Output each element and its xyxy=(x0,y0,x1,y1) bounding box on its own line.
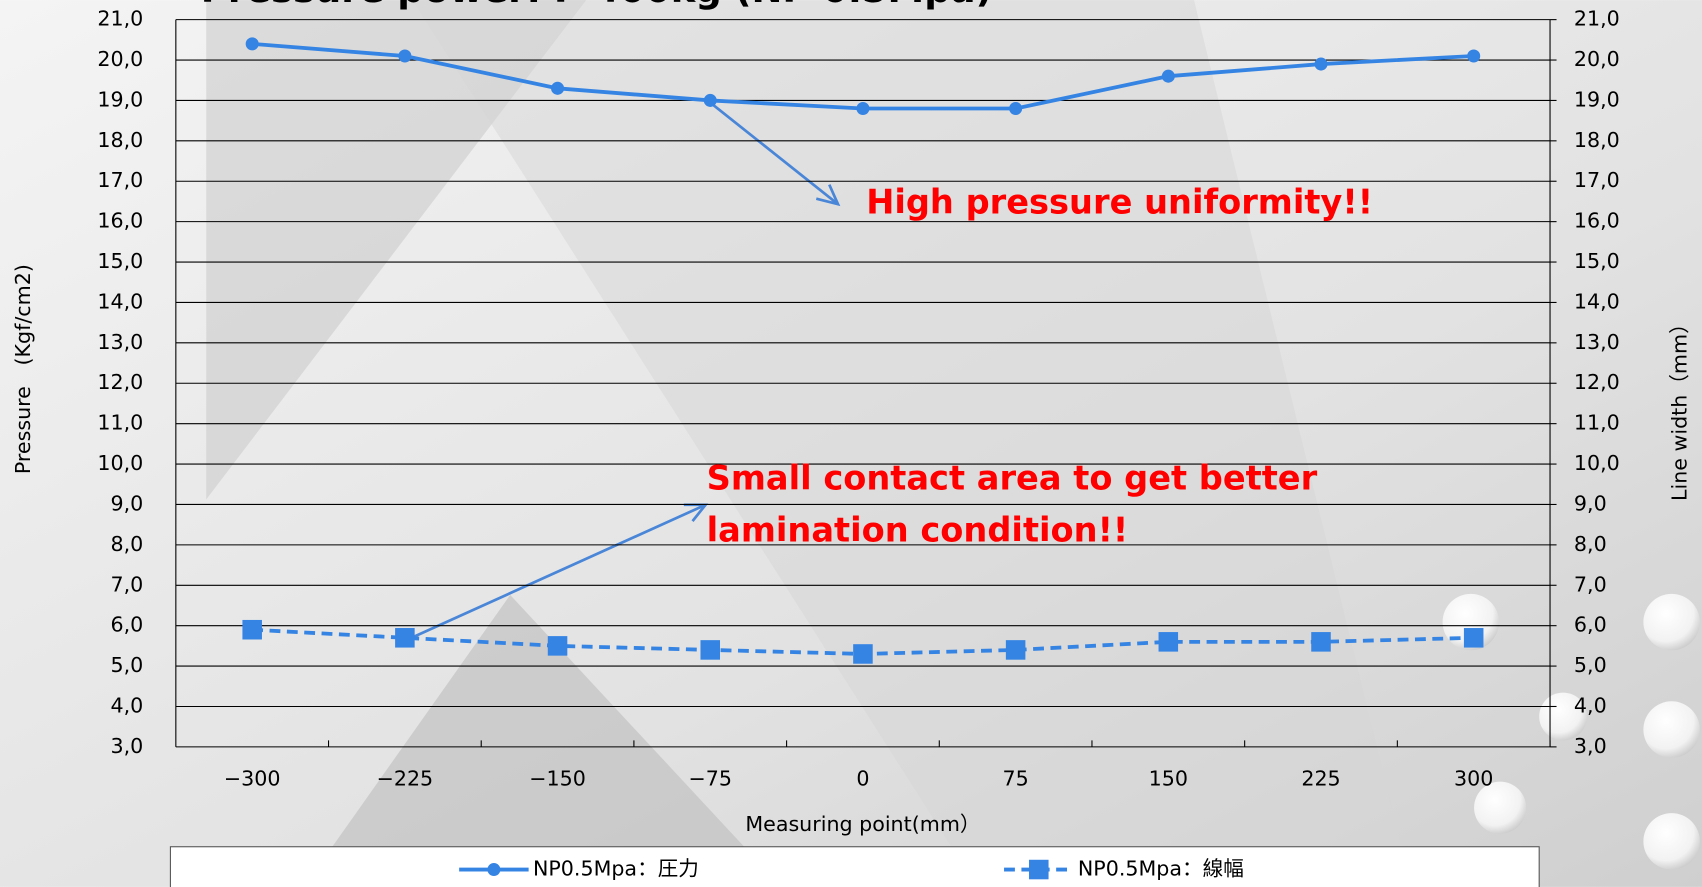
y-tick-label: 7,0 xyxy=(110,572,143,596)
y-tick-label: 15,0 xyxy=(97,249,143,273)
y-tick-label: 5,0 xyxy=(110,653,143,677)
decor-triangle xyxy=(206,0,587,500)
y-tick-label: 20,0 xyxy=(97,47,143,71)
x-tick-label: −225 xyxy=(377,766,434,790)
y-tick-label: 11,0 xyxy=(97,411,143,435)
point xyxy=(1005,640,1026,660)
y-tick-label: 21,0 xyxy=(97,7,143,31)
point xyxy=(1314,57,1328,71)
point xyxy=(1161,69,1175,83)
y2-tick-label: 12,0 xyxy=(1574,370,1620,394)
y2-tick-label: 9,0 xyxy=(1574,491,1607,515)
legend-marker xyxy=(487,863,501,877)
point xyxy=(245,37,259,51)
y2-tick-label: 19,0 xyxy=(1574,87,1620,111)
decor-ball xyxy=(1539,692,1587,741)
y2-tick-label: 10,0 xyxy=(1574,451,1620,475)
arrow xyxy=(409,503,707,640)
y-tick-label: 6,0 xyxy=(110,613,143,637)
point xyxy=(1463,628,1484,648)
point xyxy=(856,102,870,116)
x-tick-label: 75 xyxy=(1003,766,1029,790)
point xyxy=(395,628,415,648)
decor-triangle xyxy=(303,594,782,887)
y2-tick-label: 3,0 xyxy=(1574,734,1607,758)
y-tick-label: 10,0 xyxy=(97,451,143,475)
point xyxy=(1311,632,1331,652)
point xyxy=(242,619,262,640)
point xyxy=(703,93,717,107)
point xyxy=(700,640,721,660)
arrow-head xyxy=(815,184,841,207)
x-tick-label: −300 xyxy=(224,766,281,790)
point xyxy=(1467,49,1481,63)
legend-label: NP0.5Mpa：線幅 xyxy=(1078,857,1244,881)
y2-tick-label: 21,0 xyxy=(1574,7,1620,31)
x-tick-label: 150 xyxy=(1149,766,1188,790)
legend-label: NP0.5Mpa：圧力 xyxy=(533,857,699,881)
y-tick-label: 18,0 xyxy=(97,128,143,152)
y-tick-label: 17,0 xyxy=(97,168,143,192)
y2-tick-label: 13,0 xyxy=(1574,330,1620,354)
x-tick-label: 0 xyxy=(856,766,869,790)
y2-tick-label: 7,0 xyxy=(1574,572,1607,596)
decor-ball xyxy=(1442,593,1500,651)
point xyxy=(1009,102,1023,116)
annotation: lamination condition!! xyxy=(707,510,1129,549)
decor-ball xyxy=(1474,781,1527,834)
x-axis-title: Measuring point(mm） xyxy=(745,812,980,836)
y2-tick-label: 11,0 xyxy=(1574,411,1620,435)
y2-tick-label: 18,0 xyxy=(1574,128,1620,152)
x-tick-label: −150 xyxy=(529,766,586,790)
arrow xyxy=(710,102,839,206)
y-tick-label: 16,0 xyxy=(97,209,143,233)
decor-ball xyxy=(1643,593,1700,651)
y-axis-title: Pressure (Kgf/cm2) xyxy=(11,264,35,474)
legend-box xyxy=(169,846,1540,887)
decor-ball xyxy=(1643,813,1700,870)
y-tick-label: 19,0 xyxy=(97,87,143,111)
y2-axis-title: Line width（mm） xyxy=(1667,313,1691,501)
y2-tick-label: 15,0 xyxy=(1574,249,1620,273)
x-tick-label: 300 xyxy=(1454,766,1493,790)
y-tick-label: 9,0 xyxy=(110,491,143,515)
y-tick-label: 4,0 xyxy=(110,693,143,717)
y2-tick-label: 16,0 xyxy=(1574,209,1620,233)
y-tick-label: 14,0 xyxy=(97,289,143,313)
annotation: High pressure uniformity!! xyxy=(866,183,1373,222)
point xyxy=(551,81,565,95)
point xyxy=(398,49,412,63)
chart-title: Pressure power: P 400kg (NP 0.5Mpa) xyxy=(201,0,993,11)
y-tick-label: 8,0 xyxy=(110,532,143,556)
x-tick-label: −75 xyxy=(689,766,732,790)
y2-tick-label: 17,0 xyxy=(1574,168,1620,192)
x-tick-label: 225 xyxy=(1301,766,1340,790)
y2-tick-label: 20,0 xyxy=(1574,47,1620,71)
y2-tick-label: 5,0 xyxy=(1574,653,1607,677)
legend-marker xyxy=(1029,859,1049,880)
y-tick-label: 12,0 xyxy=(97,370,143,394)
y2-tick-label: 6,0 xyxy=(1574,613,1607,637)
decor-ball xyxy=(1643,701,1700,758)
y-tick-label: 13,0 xyxy=(97,330,143,354)
y2-tick-label: 4,0 xyxy=(1574,693,1607,717)
annotation: Small contact area to get better xyxy=(707,458,1318,497)
y-tick-label: 3,0 xyxy=(110,734,143,758)
point xyxy=(547,636,568,656)
y2-tick-label: 14,0 xyxy=(1574,289,1620,313)
point xyxy=(1158,632,1179,652)
y2-tick-label: 8,0 xyxy=(1574,532,1607,556)
point xyxy=(853,644,873,664)
